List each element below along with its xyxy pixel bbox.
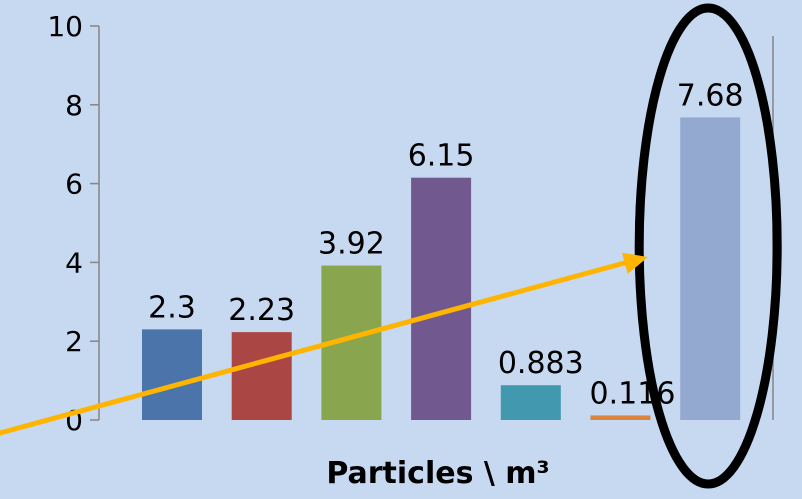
y-tick-label: 6 (65, 168, 83, 201)
data-label: 2.3 (148, 290, 196, 325)
bar (231, 332, 292, 420)
bars (142, 117, 741, 421)
y-tick-label: 4 (65, 246, 83, 279)
bar (680, 117, 741, 421)
data-label: 2.23 (228, 293, 295, 328)
bar (500, 385, 561, 420)
data-label: 3.92 (318, 227, 385, 262)
bar (142, 329, 202, 420)
bar (590, 415, 651, 420)
y-tick-label: 10 (47, 10, 83, 43)
y-tick-label: 8 (65, 89, 83, 122)
bar (411, 177, 472, 420)
annotations (0, 3, 782, 489)
highlight-ellipse (634, 3, 782, 489)
trend-arrow-head (621, 252, 648, 274)
data-label: 0.116 (590, 376, 676, 411)
trend-arrow (0, 259, 631, 436)
data-label: 7.68 (677, 78, 744, 113)
y-tick-label: 2 (65, 325, 83, 358)
data-label: 0.883 (498, 346, 584, 381)
data-label: 6.15 (408, 139, 475, 174)
x-axis-title: Particles \ m³ (326, 456, 549, 491)
